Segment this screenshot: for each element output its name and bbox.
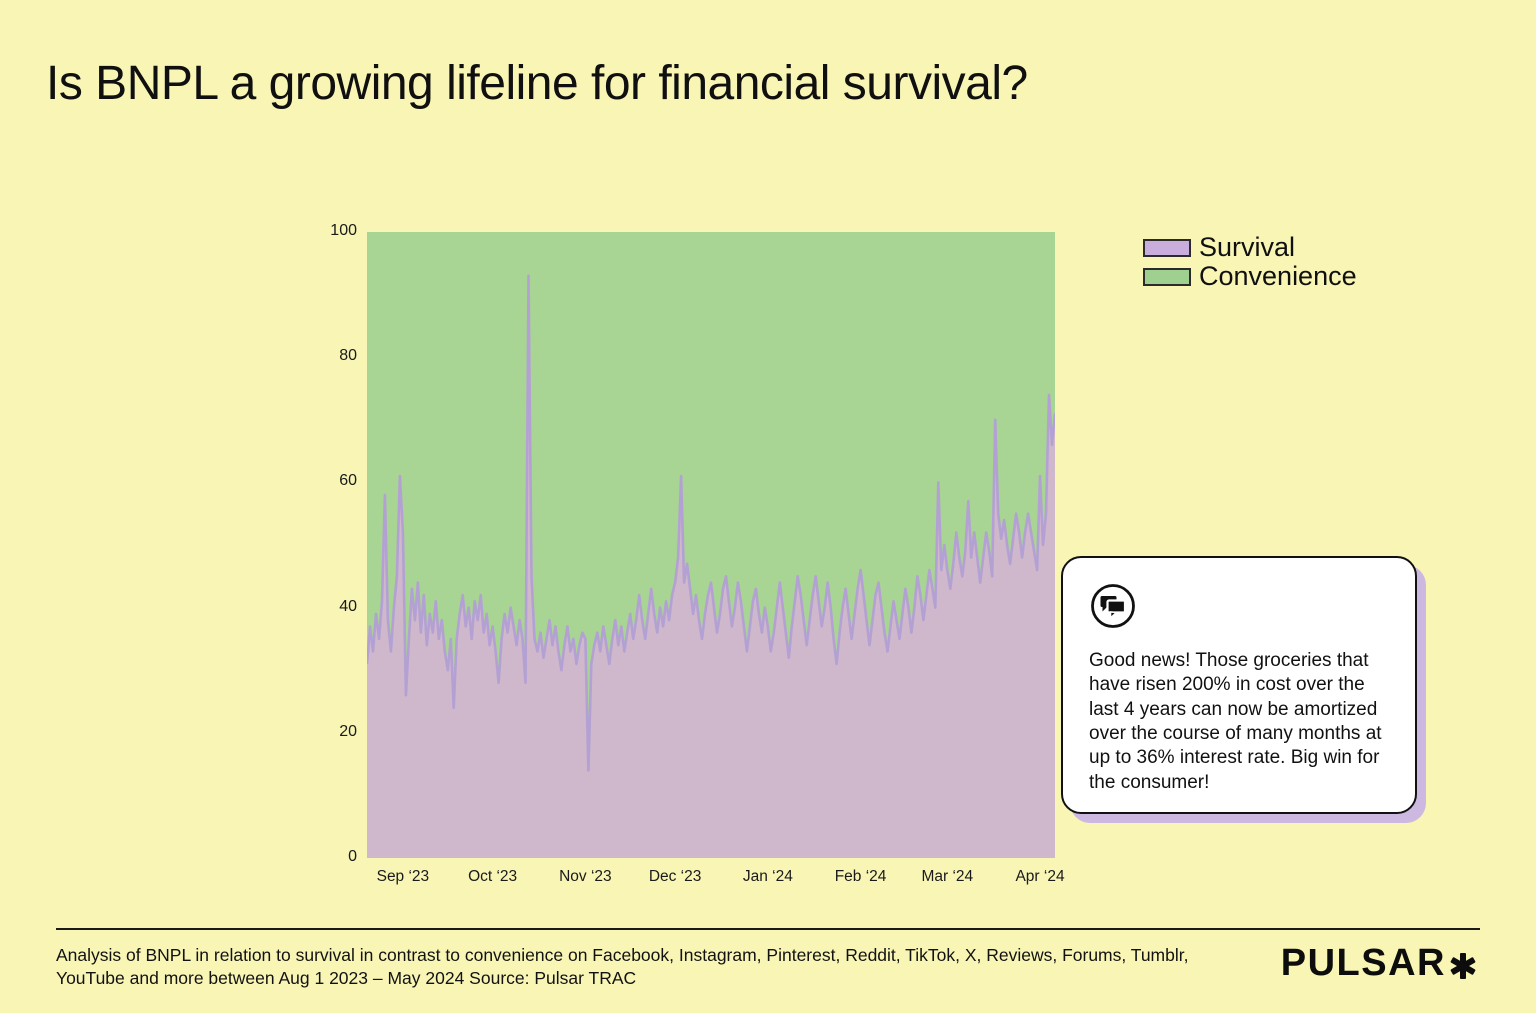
x-tick-label: Jan ‘24 <box>742 868 793 885</box>
quote-callout: Good news! Those groceries that have ris… <box>1061 556 1417 814</box>
x-tick-label: Dec ‘23 <box>648 868 702 885</box>
legend-label: Convenience <box>1199 261 1357 291</box>
callout-text: Good news! Those groceries that have ris… <box>1089 650 1382 793</box>
pulsar-logo-text: PULSAR <box>1280 942 1446 984</box>
x-tick-label: Feb ‘24 <box>834 868 887 885</box>
x-tick-label: Oct ‘23 <box>468 868 518 885</box>
x-tick-label: Mar ‘24 <box>921 868 974 885</box>
y-tick-label: 60 <box>339 472 357 490</box>
front-chat-bubble <box>1106 599 1127 620</box>
stacked-area-chart <box>367 232 1055 858</box>
footer-divider <box>56 928 1480 930</box>
x-tick-label: Sep ‘23 <box>376 868 430 885</box>
legend-label: Survival <box>1199 232 1296 262</box>
chat-bubbles-icon <box>1091 584 1135 628</box>
page-title: Is BNPL a growing lifeline for financial… <box>46 57 1028 110</box>
y-tick-label: 0 <box>348 848 357 865</box>
y-tick-label: 40 <box>339 597 357 615</box>
chart-svg <box>367 232 1055 858</box>
y-tick-label: 20 <box>339 722 357 740</box>
y-tick-label: 100 <box>330 222 357 239</box>
legend-swatch <box>1143 238 1191 257</box>
legend-item: Convenience <box>1143 261 1357 291</box>
pulsar-logo: PULSAR <box>1281 942 1478 985</box>
source-caption: Analysis of BNPL in relation to survival… <box>56 945 1189 988</box>
survival-area <box>367 275 1055 858</box>
chart-legend: Survival Convenience <box>1143 232 1357 291</box>
survival-line <box>367 274 1055 772</box>
legend-swatch <box>1143 267 1191 286</box>
asterisk-icon <box>1450 952 1476 979</box>
legend-item: Survival <box>1143 232 1357 262</box>
x-tick-label: Nov ‘23 <box>559 868 612 885</box>
y-tick-label: 80 <box>339 347 357 365</box>
x-tick-label: Apr ‘24 <box>1015 868 1065 885</box>
